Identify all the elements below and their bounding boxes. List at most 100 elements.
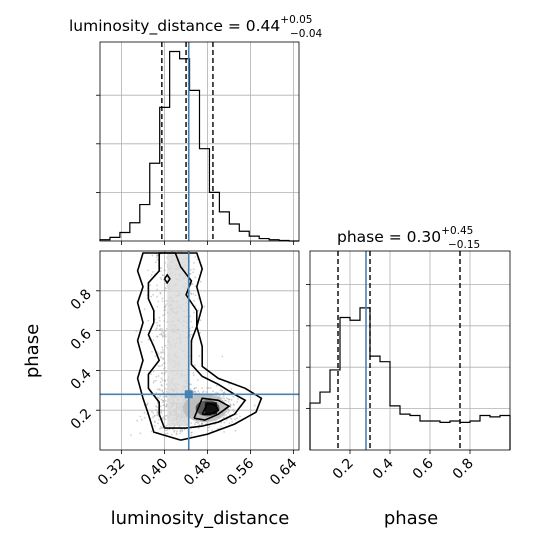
joint-y-tick-label-0: 0.2 [68,406,95,433]
scatter-point [157,375,160,377]
scatter-point [159,389,162,391]
scatter-point [159,356,162,358]
right-x-tick-label-3: 0.8 [450,456,477,483]
scatter-point [231,421,234,423]
scatter-point [175,432,178,435]
right-hist-grid [310,251,510,450]
scatter-point [164,399,167,402]
scatter-point [136,419,139,422]
scatter-point [163,367,166,370]
luminosity-distance-plus: +0.05 [280,14,312,26]
scatter-point [156,322,159,324]
scatter-point [147,319,150,322]
scatter-point [152,293,155,296]
right-x-tick-label-2: 0.6 [410,455,437,482]
scatter-point [140,418,143,421]
scatter-point [150,430,153,433]
scatter-point [190,434,193,437]
scatter-point [165,304,167,307]
scatter-point [162,332,165,334]
scatter-point [199,331,201,334]
scatter-point [164,334,167,336]
scatter-point [227,410,230,413]
scatter-point [152,370,155,373]
scatter-point [232,395,235,398]
scatter-point [159,270,162,272]
joint-x-tick-label-4: 0.64 [267,455,300,488]
joint-y-tick-label-3: 0.8 [68,286,95,313]
scatter-point [232,408,235,411]
scatter-point [221,397,224,399]
scatter-point [173,429,176,432]
joint-x-tick-label-1: 0.40 [138,456,171,489]
scatter-point [225,397,228,399]
scatter-point [161,426,164,429]
scatter-point [181,429,183,431]
scatter-point [161,330,164,333]
scatter-point [218,395,221,398]
scatter-point [192,268,195,271]
scatter-point [192,374,195,377]
scatter-point [159,381,162,384]
scatter-point [232,403,235,406]
scatter-point [237,398,239,400]
scatter-point [189,388,192,390]
scatter-point [149,284,151,287]
scatter-point [166,428,169,431]
scatter-point [163,352,166,354]
scatter-point [159,328,162,331]
scatter-point [165,405,168,408]
scatter-point [161,297,164,300]
right-x-tick-label-0: 0.2 [330,456,357,483]
scatter-point [160,427,163,430]
scatter-point [194,364,196,367]
scatter-point [157,419,160,421]
scatter-point [164,305,166,308]
scatter-point [197,379,199,381]
scatter-point [205,391,208,393]
scatter-point [159,365,161,367]
scatter-point [194,294,197,297]
scatter-point [194,390,196,393]
joint-x-tick-label-3: 0.56 [224,455,257,488]
scatter-point [162,278,165,281]
scatter-point [158,427,161,430]
scatter-point [221,389,224,392]
scatter-point [163,269,166,272]
scatter-point [165,395,168,398]
scatter-point [139,432,142,435]
scatter-point [223,431,226,433]
scatter-point [198,424,201,426]
scatter-point [156,327,158,330]
scatter-point [154,425,156,427]
scatter-point [163,320,166,322]
scatter-point [234,418,236,421]
scatter-point [158,325,161,327]
scatter-point [161,349,164,351]
scatter-point [164,330,167,332]
scatter-point [143,416,146,419]
scatter-point [158,316,161,319]
scatter-point [152,416,154,419]
top-hist-grid [100,42,299,241]
phase-quantiles [337,251,461,450]
scatter-point [228,422,231,425]
scatter-point [207,387,210,389]
scatter-point [156,288,159,291]
scatter-point [222,395,225,398]
scatter-point [146,402,149,404]
scatter-point [162,409,165,412]
scatter-point [145,403,148,406]
scatter-point [155,328,157,331]
scatter-point [212,390,214,393]
scatter-point [164,418,167,421]
scatter-point [194,256,197,258]
scatter-point [160,352,163,354]
axis-ticks: 0.32 0.40 0.48 0.56 0.64 0.2 0.4 0.6 0.8 0.2 0.4 0.… [68,94,477,489]
scatter-point [152,381,155,384]
scatter-point [156,406,159,409]
scatter-point [224,399,226,402]
scatter-point [197,309,200,312]
x-axis-label-luminosity-distance: luminosity_distance [111,508,290,529]
scatter-point [230,398,233,401]
